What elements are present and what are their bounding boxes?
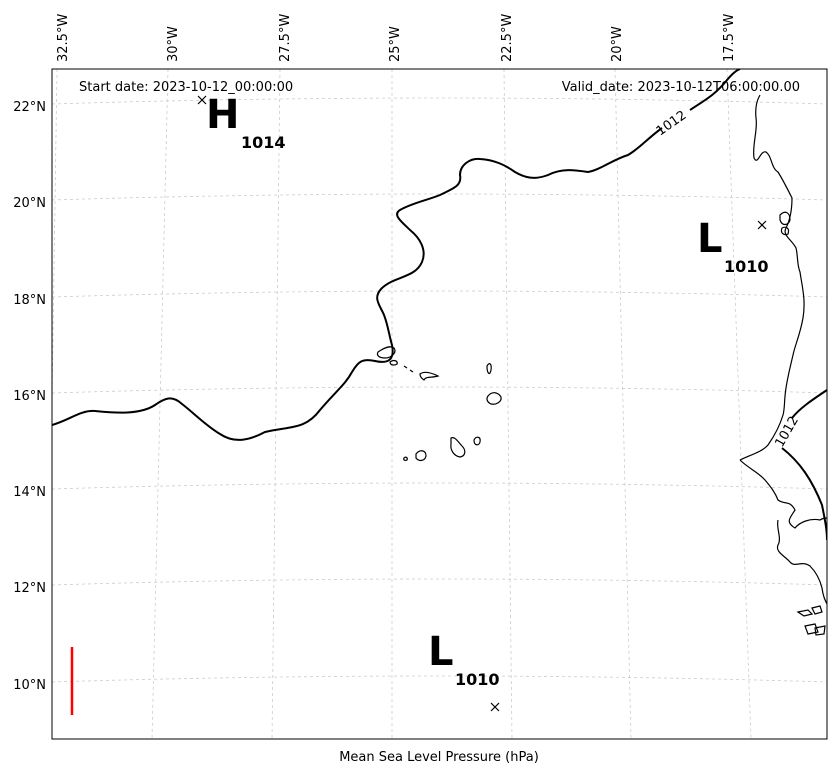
graticule bbox=[52, 69, 827, 739]
island-maio bbox=[473, 436, 481, 446]
low-center-letter-east: L bbox=[697, 216, 723, 262]
lon-label-27-5w: 27.5°W bbox=[278, 14, 293, 62]
longitude-labels: 32.5°W 30°W 27.5°W 25°W 22.5°W 20°W 17.5… bbox=[56, 14, 737, 62]
island-sao-vicente bbox=[389, 359, 398, 366]
lon-label-30w: 30°W bbox=[166, 26, 181, 62]
island-sao-nicolau bbox=[419, 371, 440, 381]
low-center-letter-south: L bbox=[428, 629, 454, 675]
island-santa-luzia bbox=[403, 365, 414, 373]
meridian-22-5w bbox=[503, 69, 513, 739]
parallel-10n bbox=[52, 675, 827, 683]
meridian-17-5w bbox=[726, 69, 752, 739]
africa-coast-senegal bbox=[739, 459, 827, 529]
isobar-label-east: 1012 bbox=[772, 414, 802, 450]
low-center-marker-east bbox=[757, 220, 767, 230]
lat-label-14n: 14°N bbox=[13, 485, 46, 500]
map-frame bbox=[51, 68, 828, 740]
lon-label-17-5w: 17.5°W bbox=[722, 14, 737, 62]
center-markers bbox=[197, 95, 767, 712]
isobar-1012-north bbox=[689, 69, 741, 111]
island-sal bbox=[486, 363, 492, 375]
lat-label-22n: 22°N bbox=[13, 100, 46, 115]
parallel-18n bbox=[52, 290, 827, 298]
start-date-label: Start date: 2023-10-12_00:00:00 bbox=[79, 80, 293, 95]
low-center-value-east: 1010 bbox=[724, 257, 769, 276]
valid-date-label: Valid_date: 2023-10-12T06:00:00.00 bbox=[562, 80, 800, 95]
island-banc-arguin bbox=[779, 211, 791, 236]
high-center-marker bbox=[197, 95, 207, 105]
isobar-label-north: 1012 bbox=[654, 108, 690, 139]
bissagos-islands bbox=[796, 605, 826, 636]
low-center-value-south: 1010 bbox=[455, 670, 500, 689]
parallel-22n bbox=[52, 97, 827, 105]
meridian-27-5w bbox=[271, 69, 281, 739]
lon-label-20w: 20°W bbox=[610, 26, 625, 62]
parallel-14n bbox=[52, 482, 827, 490]
africa-coast-guinea bbox=[776, 519, 827, 605]
low-center-marker-south bbox=[490, 702, 500, 712]
high-center-value: 1014 bbox=[241, 133, 286, 152]
lat-label-18n: 18°N bbox=[13, 293, 46, 308]
africa-coast-north bbox=[739, 94, 805, 461]
lat-label-16n: 16°N bbox=[13, 389, 46, 404]
lat-label-12n: 12°N bbox=[13, 581, 46, 596]
parallel-20n bbox=[52, 193, 827, 201]
latitude-labels: 22°N 20°N 18°N 16°N 14°N 12°N 10°N bbox=[13, 100, 46, 693]
parallel-12n bbox=[52, 578, 827, 586]
lon-label-32-5w: 32.5°W bbox=[56, 14, 71, 62]
island-santo-antao bbox=[376, 346, 396, 359]
coastlines bbox=[376, 94, 827, 636]
high-center-letter: H bbox=[206, 92, 239, 138]
parallel-16n bbox=[52, 386, 827, 394]
meridian-30w bbox=[151, 69, 169, 739]
lon-label-25w: 25°W bbox=[388, 26, 403, 62]
meridian-20w bbox=[614, 69, 632, 739]
map-caption: Mean Sea Level Pressure (hPa) bbox=[339, 750, 539, 765]
isobars bbox=[52, 69, 827, 541]
lon-label-22-5w: 22.5°W bbox=[500, 14, 515, 62]
lat-label-20n: 20°N bbox=[13, 196, 46, 211]
island-brava bbox=[403, 456, 408, 461]
isobar-1012-southeast bbox=[781, 447, 827, 541]
island-boa-vista bbox=[486, 392, 502, 405]
isobar-1012-east bbox=[791, 389, 827, 419]
lat-label-10n: 10°N bbox=[13, 678, 46, 693]
isobar-1012-main bbox=[52, 127, 663, 441]
island-fogo bbox=[415, 450, 427, 462]
island-santiago bbox=[450, 437, 466, 458]
